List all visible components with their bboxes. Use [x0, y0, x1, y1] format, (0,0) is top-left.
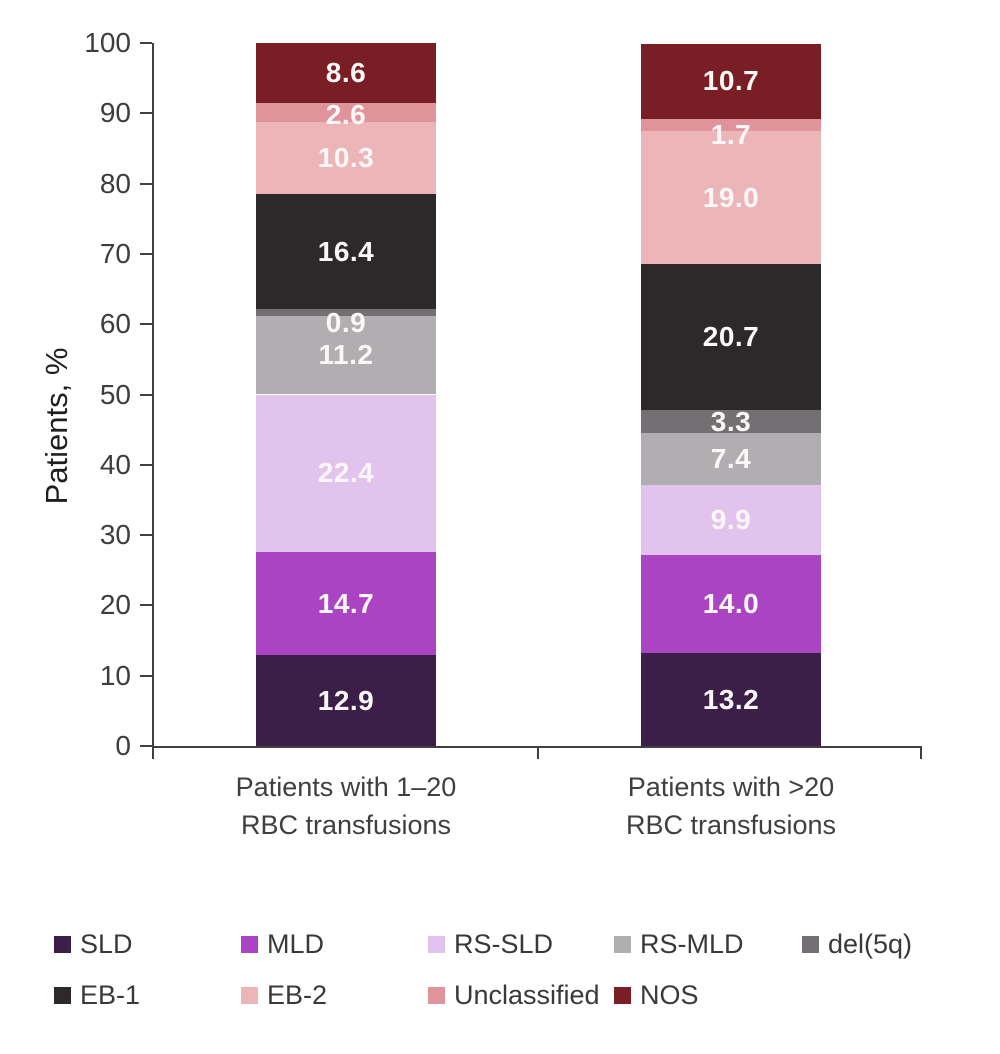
segment-value-label: 9.9	[710, 503, 752, 535]
y-tick-mark	[140, 463, 152, 466]
segment-value-label: 1.7	[710, 118, 752, 150]
legend-label-del-5q-: del(5q)	[828, 929, 913, 959]
y-axis-line	[152, 43, 154, 748]
x-tick-mark	[152, 746, 154, 759]
bar-segment-nos: 10.7	[641, 43, 821, 119]
legend-swatch-eb-2	[241, 987, 258, 1004]
y-tick-label: 40	[99, 448, 131, 480]
legend-label-rs-sld: RS-SLD	[454, 929, 554, 959]
segment-value-label: 19.0	[702, 181, 760, 213]
y-tick-mark	[140, 674, 152, 677]
legend-label-unclassified: Unclassified	[454, 980, 600, 1010]
legend-swatch-nos	[614, 987, 631, 1004]
x-tick-mark	[537, 746, 539, 759]
y-tick-label: 10	[99, 659, 131, 691]
legend-swatch-mld	[241, 936, 258, 953]
segment-value-label: 14.7	[317, 587, 375, 619]
segment-value-label: 16.4	[317, 235, 375, 267]
y-tick-mark	[140, 323, 152, 326]
bar-segment-sld: 13.2	[641, 653, 821, 746]
legend-label-eb-2: EB-2	[267, 980, 328, 1010]
segment-value-label: 10.7	[702, 65, 760, 97]
y-tick-mark	[140, 393, 152, 396]
segment-value-label: 20.7	[702, 321, 760, 353]
category-label: Patients with 1–20 RBC transfusions	[146, 768, 546, 844]
legend-swatch-eb-1	[54, 987, 71, 1004]
y-tick-mark	[140, 182, 152, 185]
bar-segment-rs-mld: 11.2	[256, 315, 436, 395]
category-label-line2: RBC transfusions	[240, 810, 452, 840]
category-label-line1: Patients with 1–20	[235, 772, 457, 802]
segment-value-label: 12.9	[317, 684, 375, 716]
segment-value-label: 8.6	[325, 57, 367, 89]
bar-segment-rs-sld: 9.9	[641, 485, 821, 555]
y-tick-label: 0	[115, 730, 131, 761]
bar-segment-mld: 14.0	[641, 554, 821, 654]
y-tick-mark	[140, 112, 152, 115]
legend-swatch-unclassified	[428, 987, 445, 1004]
y-tick-label: 30	[99, 519, 131, 551]
y-tick-label: 70	[99, 237, 131, 269]
segment-value-label: 22.4	[317, 457, 375, 489]
y-tick-mark	[140, 252, 152, 255]
segment-value-label: 2.6	[325, 98, 367, 130]
bar-segment-eb-1: 20.7	[641, 264, 821, 410]
bar-segment-unclassified: 1.7	[641, 119, 821, 150]
legend-label-sld: SLD	[80, 929, 133, 959]
segment-value-label: 0.9	[325, 306, 367, 338]
legend-label-nos: NOS	[640, 980, 699, 1010]
segment-value-label: 3.3	[710, 405, 752, 437]
bar-segment-del-5q-: 0.9	[256, 307, 436, 338]
segment-value-label: 7.4	[710, 443, 752, 475]
legend-swatch-rs-mld	[614, 936, 631, 953]
y-tick-label: 60	[99, 308, 131, 340]
y-tick-label: 20	[99, 589, 131, 621]
bar-segment-mld: 14.7	[256, 551, 436, 656]
y-tick-mark	[140, 604, 152, 607]
segment-value-label: 11.2	[318, 339, 374, 371]
legend-label-rs-mld: RS-MLD	[640, 929, 744, 959]
legend-label-eb-1: EB-1	[80, 980, 141, 1010]
y-tick-mark	[140, 534, 152, 537]
legend-label-mld: MLD	[267, 929, 325, 959]
category-label: Patients with >20 RBC transfusions	[531, 768, 931, 844]
legend-swatch-rs-sld	[428, 936, 445, 953]
category-label-line1: Patients with >20	[627, 772, 835, 802]
bar-segment-rs-sld: 22.4	[256, 394, 436, 552]
y-tick-label: 50	[99, 378, 131, 410]
y-tick-mark	[140, 745, 152, 747]
segment-value-label: 10.3	[317, 141, 375, 173]
category-label-line2: RBC transfusions	[625, 810, 837, 840]
segment-value-label: 13.2	[702, 683, 760, 715]
bar-segment-rs-mld: 7.4	[641, 433, 821, 486]
bar-segment-eb-1: 16.4	[256, 194, 436, 310]
y-tick-mark	[140, 42, 152, 44]
segment-value-label: 14.0	[702, 587, 760, 619]
bar-segment-eb-2: 10.3	[256, 121, 436, 195]
bar-segment-del-5q-: 3.3	[641, 406, 821, 437]
y-tick-label: 90	[99, 97, 131, 129]
bar-segment-sld: 12.9	[256, 655, 436, 746]
bar-segment-unclassified: 2.6	[256, 99, 436, 130]
legend-swatch-sld	[54, 936, 71, 953]
x-tick-mark	[920, 746, 922, 759]
bar-segment-nos: 8.6	[256, 43, 436, 104]
y-tick-label: 100	[84, 27, 131, 58]
y-tick-label: 80	[99, 167, 131, 199]
legend-swatch-del-5q-	[802, 936, 819, 953]
bar-segment-eb-2: 19.0	[641, 130, 821, 265]
